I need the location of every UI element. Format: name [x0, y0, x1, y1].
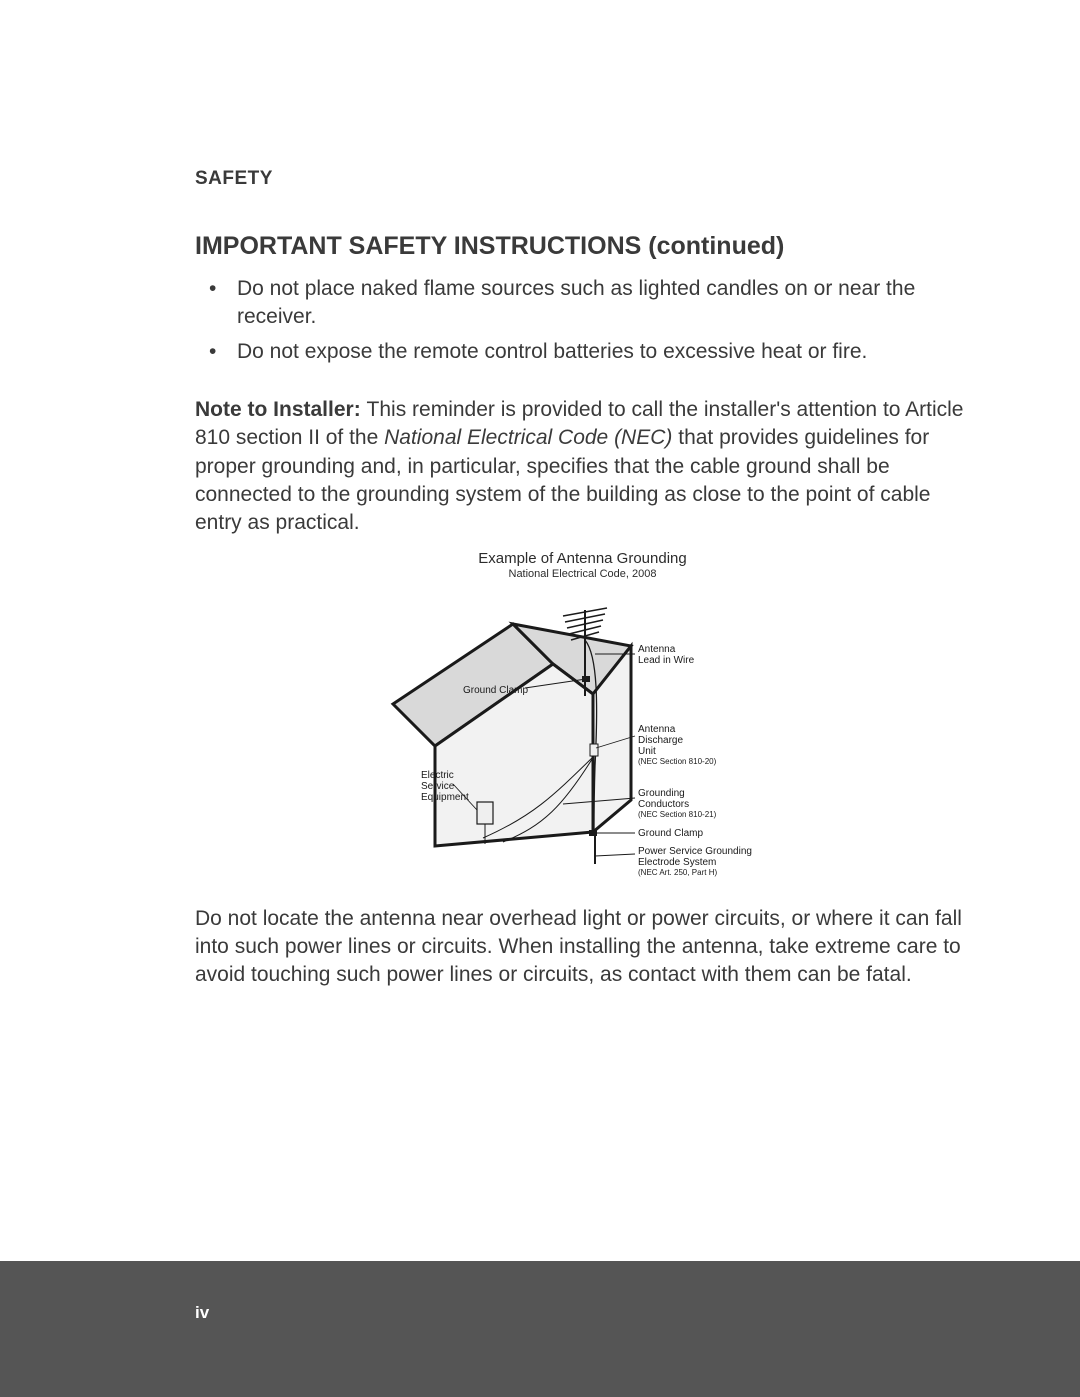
footer-bar: iv — [0, 1261, 1080, 1397]
label-antenna-lead2: Lead in Wire — [638, 655, 695, 666]
discharge-unit-icon — [590, 744, 598, 756]
label-discharge-ref: (NEC Section 810-20) — [638, 757, 717, 766]
label-electric2: Service — [421, 781, 455, 792]
label-electric3: Equipment — [421, 792, 469, 803]
section-label: SAFETY — [195, 168, 970, 190]
heading-continued: (continued) — [641, 232, 784, 260]
service-equipment-icon — [477, 802, 493, 824]
label-electric1: Electric — [421, 770, 454, 781]
label-ground-clamp-top: Ground Clamp — [463, 685, 528, 696]
diagram-title: Example of Antenna Grounding — [363, 550, 803, 567]
installer-note-italic: National Electrical Code (NEC) — [384, 426, 672, 449]
label-grounding2: Conductors — [638, 799, 689, 810]
label-discharge2: Discharge — [638, 735, 683, 746]
grounding-diagram-svg: Antenna Lead in Wire Ground Clamp Antenn… — [363, 586, 803, 886]
label-grounding-ref: (NEC Section 810-21) — [638, 810, 717, 819]
page-number: iv — [195, 1303, 209, 1323]
installer-note-lead: Note to Installer: — [195, 398, 367, 421]
label-antenna-lead1: Antenna — [638, 644, 676, 655]
label-discharge1: Antenna — [638, 724, 676, 735]
page-heading: IMPORTANT SAFETY INSTRUCTIONS (continued… — [195, 232, 970, 261]
diagram-subtitle: National Electrical Code, 2008 — [363, 568, 803, 580]
list-item: Do not expose the remote control batteri… — [223, 338, 970, 366]
installer-note: Note to Installer: This reminder is prov… — [195, 396, 970, 538]
grounding-diagram: Example of Antenna Grounding National El… — [363, 550, 803, 891]
list-item: Do not place naked flame sources such as… — [223, 275, 970, 332]
label-power1: Power Service Grounding — [638, 846, 752, 857]
label-power2: Electrode System — [638, 857, 716, 868]
label-discharge3: Unit — [638, 746, 656, 757]
heading-main: IMPORTANT SAFETY INSTRUCTIONS — [195, 232, 641, 260]
page-content: SAFETY IMPORTANT SAFETY INSTRUCTIONS (co… — [0, 0, 1080, 990]
label-grounding1: Grounding — [638, 788, 685, 799]
label-ground-clamp-bottom: Ground Clamp — [638, 828, 703, 839]
safety-bullet-list: Do not place naked flame sources such as… — [195, 275, 970, 366]
label-power-ref: (NEC Art. 250, Part H) — [638, 868, 717, 877]
closing-paragraph: Do not locate the antenna near overhead … — [195, 905, 970, 990]
